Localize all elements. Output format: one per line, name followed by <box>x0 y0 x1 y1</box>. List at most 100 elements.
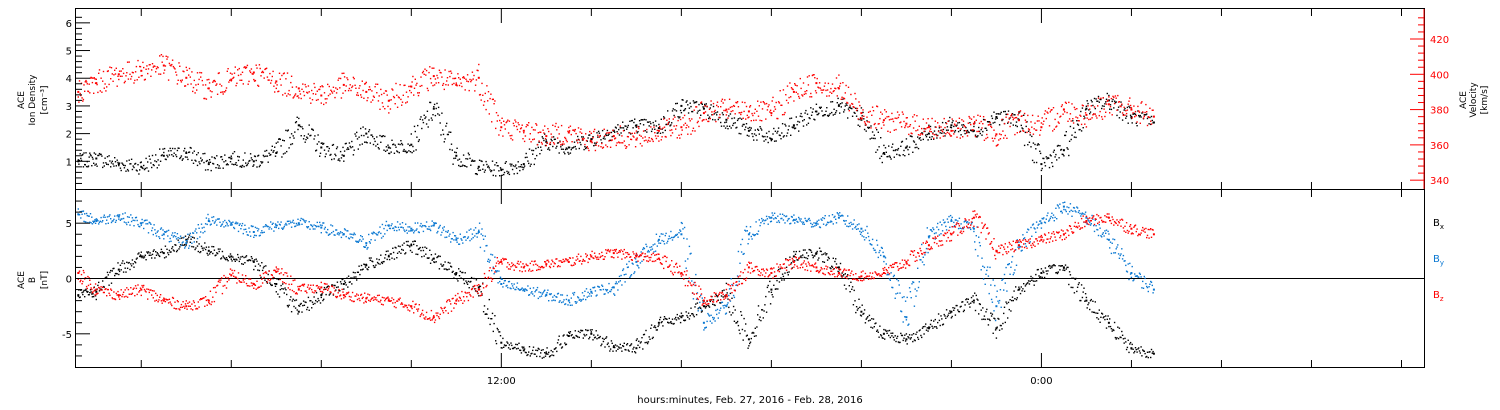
velocity-sample <box>290 81 292 84</box>
velocity-point <box>162 64 165 67</box>
density-sample <box>559 140 561 142</box>
bx-sample <box>983 315 986 317</box>
by-sample <box>611 287 613 289</box>
density-sample <box>713 113 715 115</box>
by-sample <box>267 225 269 228</box>
bx-sample <box>395 247 397 249</box>
density-sample <box>214 157 216 160</box>
velocity-sample <box>381 102 384 104</box>
density-sample <box>639 123 642 125</box>
by-sample <box>500 278 502 280</box>
density-sample <box>790 117 793 119</box>
density-sample <box>1076 123 1079 125</box>
velocity-sample <box>612 129 614 131</box>
velocity-sample <box>127 78 130 80</box>
by-sample <box>328 233 330 236</box>
velocity-sample <box>439 71 441 74</box>
bx-sample <box>475 279 478 281</box>
bx-sample <box>267 273 269 276</box>
by-point <box>410 227 413 230</box>
bx-sample <box>214 254 216 257</box>
velocity-sample <box>1124 114 1126 116</box>
density-sample <box>931 136 933 138</box>
by-sample <box>279 224 281 226</box>
by-sample <box>263 231 265 233</box>
density-sample <box>784 123 786 126</box>
density-sample <box>456 147 458 149</box>
by-sample <box>566 294 568 297</box>
velocity-point <box>275 80 278 83</box>
bx-sample <box>867 316 869 318</box>
density-sample <box>356 138 359 140</box>
density-sample <box>1018 112 1020 114</box>
by-sample <box>293 222 295 224</box>
density-point <box>635 124 638 127</box>
density-sample <box>1095 98 1097 100</box>
by-sample <box>433 222 435 224</box>
by-sample <box>109 214 111 216</box>
velocity-sample <box>592 137 594 139</box>
bx-sample <box>969 306 971 308</box>
bx-sample <box>405 240 408 243</box>
bx-sample <box>347 286 349 288</box>
velocity-sample <box>1144 111 1146 114</box>
density-point <box>207 163 210 166</box>
by-sample <box>210 223 212 225</box>
bx-sample <box>122 260 124 262</box>
by-sample <box>351 237 354 239</box>
velocity-sample <box>552 142 555 144</box>
by-sample <box>663 243 666 245</box>
density-sample <box>967 131 969 133</box>
density-sample <box>1151 119 1153 122</box>
velocity-sample <box>765 118 767 120</box>
density-sample <box>1125 117 1127 119</box>
bx-sample <box>311 307 313 309</box>
density-sample <box>534 158 536 160</box>
bx-sample <box>1019 288 1021 290</box>
density-sample <box>786 132 789 134</box>
velocity-sample <box>533 138 535 140</box>
bx-sample <box>815 253 818 255</box>
density-sample <box>510 165 512 167</box>
bx-sample <box>811 254 814 256</box>
velocity-sample <box>208 78 210 81</box>
velocity-sample <box>713 111 715 113</box>
velocity-sample <box>482 94 484 96</box>
density-sample <box>295 121 298 123</box>
velocity-sample <box>85 81 88 83</box>
density-sample <box>1015 121 1018 123</box>
bx-sample <box>481 294 483 296</box>
velocity-sample <box>1137 105 1139 108</box>
by-sample <box>286 224 288 226</box>
velocity-sample <box>978 130 980 133</box>
density-sample <box>188 151 190 154</box>
velocity-sample <box>202 84 204 86</box>
density-sample <box>572 147 574 149</box>
bx-sample <box>1048 265 1050 268</box>
density-sample <box>408 150 410 152</box>
velocity-sample <box>794 83 796 85</box>
bx-sample <box>529 355 531 357</box>
velocity-sample <box>904 125 907 127</box>
by-sample <box>365 244 367 246</box>
velocity-sample <box>241 71 244 73</box>
velocity-sample <box>914 120 916 122</box>
density-sample <box>312 129 314 131</box>
bx-sample <box>1063 267 1065 270</box>
by-sample <box>350 236 352 238</box>
density-sample <box>429 101 431 104</box>
velocity-sample <box>545 144 547 147</box>
density-sample <box>1133 113 1135 115</box>
velocity-sample <box>94 78 96 80</box>
velocity-sample <box>386 94 388 96</box>
by-sample <box>266 225 269 228</box>
velocity-sample <box>553 143 556 145</box>
velocity-sample <box>125 75 127 77</box>
bx-sample <box>491 318 493 320</box>
velocity-sample <box>355 87 357 89</box>
bx-sample <box>1093 311 1096 314</box>
bx-sample <box>181 244 183 246</box>
velocity-sample <box>645 139 647 141</box>
velocity-sample <box>829 91 831 93</box>
density-sample <box>491 169 493 172</box>
